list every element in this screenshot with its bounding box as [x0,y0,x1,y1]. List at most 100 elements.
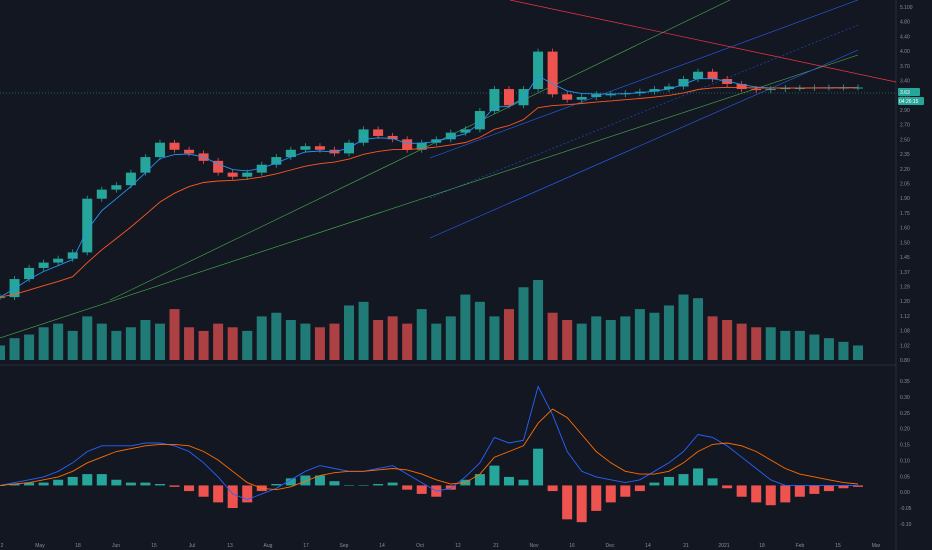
candle [256,164,267,173]
candle [678,78,689,87]
candle [24,267,35,280]
macd-histogram-bar [314,475,325,486]
support-trendline [0,54,859,339]
macd-tick-label: 0.20 [900,427,910,433]
macd-histogram-bar [358,485,369,486]
macd-tick-label: 0.10 [900,458,910,464]
volume-bar [387,316,398,360]
volume-bar [358,301,369,360]
time-tick-label: Dec [606,543,615,549]
volume-bar [780,330,791,360]
volume-bar [169,309,180,360]
price-tick-label: 1.20 [900,299,910,305]
volume-bar [518,287,529,360]
macd-histogram-bar [591,485,602,511]
current-price-label: 3.63 [900,90,910,96]
rising-trendline [109,0,731,301]
candle [474,111,485,130]
candle [765,89,776,91]
price-tick-label: 3.10 [900,93,910,99]
macd-histogram-bar [736,485,747,497]
macd-histogram-bar [140,482,151,486]
time-tick-label: Nov [530,543,539,549]
candle [416,142,427,150]
candle [285,149,296,158]
indicator-lines [0,75,859,501]
volume-bar [111,330,122,360]
trendlines[interactable] [0,0,897,339]
candle [184,149,195,154]
volume-bar [736,323,747,360]
volume-bar [431,323,442,360]
candle [591,94,602,97]
macd-histogram-bar [300,475,311,486]
macd-histogram-bar [489,465,500,486]
price-tick-label: 1.75 [900,211,910,217]
volume-bar [140,320,151,360]
volume-bar [184,327,195,360]
time-tick-label: 13 [227,543,233,549]
time-tick-label: Sep [340,543,349,549]
time-tick-label: 21 [683,543,689,549]
candle [314,146,325,150]
volume-bar [256,316,267,360]
macd-histogram-bar [794,485,805,497]
candle [562,94,573,100]
price-axis[interactable]: 5.100 4.80 4.40 4.00 3.70 3.40 3.10 2.90 2.70 2.5… [900,5,913,364]
price-tick-label: 4.00 [900,49,910,55]
candle [547,51,558,95]
volume-bar [242,330,253,360]
ema-slow-line [0,86,859,298]
candle [53,258,64,263]
price-tick-label: 3.40 [900,79,910,85]
volume-bar [373,320,384,360]
candle [329,149,340,154]
time-tick-label: 15 [835,543,841,549]
candle [271,157,282,165]
volume-bars [0,280,864,360]
candle [445,132,456,140]
macd-histogram [0,448,864,523]
price-tick-label: 2.35 [900,152,910,158]
macd-histogram-bar [663,476,674,486]
price-tick-label: 3.70 [900,64,910,70]
time-tick-label: 15 [151,543,157,549]
macd-histogram-bar [693,468,704,486]
price-tick-label: 1.60 [900,226,910,232]
volume-bar [9,338,20,360]
macd-histogram-bar [634,485,645,492]
macd-histogram-bar [38,482,49,486]
macd-histogram-bar [271,484,282,486]
macd-tick-label: 0.00 [900,490,910,496]
volume-bar [751,327,762,360]
macd-histogram-bar [852,485,864,487]
candle [373,129,384,136]
volume-bar [445,316,456,360]
macd-axis[interactable]: 0.35 0.30 0.25 0.20 0.15 0.10 0.05 0.00 -0.05 -0.… [900,379,912,528]
macd-histogram-bar [809,485,820,494]
time-axis[interactable]: 2 May 18 Jun 15 Jul 13 Aug 17 Sep 14 Oct 12 21 Nov 16 De… [1,543,881,549]
time-tick-label: 16 [569,543,575,549]
macd-tick-label: 0.15 [900,443,910,449]
time-tick-label: Aug [264,543,273,549]
macd-histogram-bar [678,474,689,486]
time-tick-label: 2 [1,543,4,549]
macd-histogram-bar [474,474,485,486]
macd-histogram-bar [67,476,78,486]
channel-lower-line [429,49,859,239]
macd-histogram-bar [402,485,413,490]
volume-bar [576,323,587,360]
macd-histogram-bar [344,485,355,486]
volume-bar [591,316,602,360]
volume-bar [82,316,93,360]
volume-bar [0,345,6,360]
volume-bar [460,294,471,360]
volume-bar [344,305,355,360]
current-price-badge [898,88,920,96]
volume-bar [693,298,704,360]
volume-bar [562,320,573,360]
volume-bar [474,301,485,360]
macd-histogram-bar [387,482,398,486]
price-tick-label: 0.80 [900,358,910,364]
